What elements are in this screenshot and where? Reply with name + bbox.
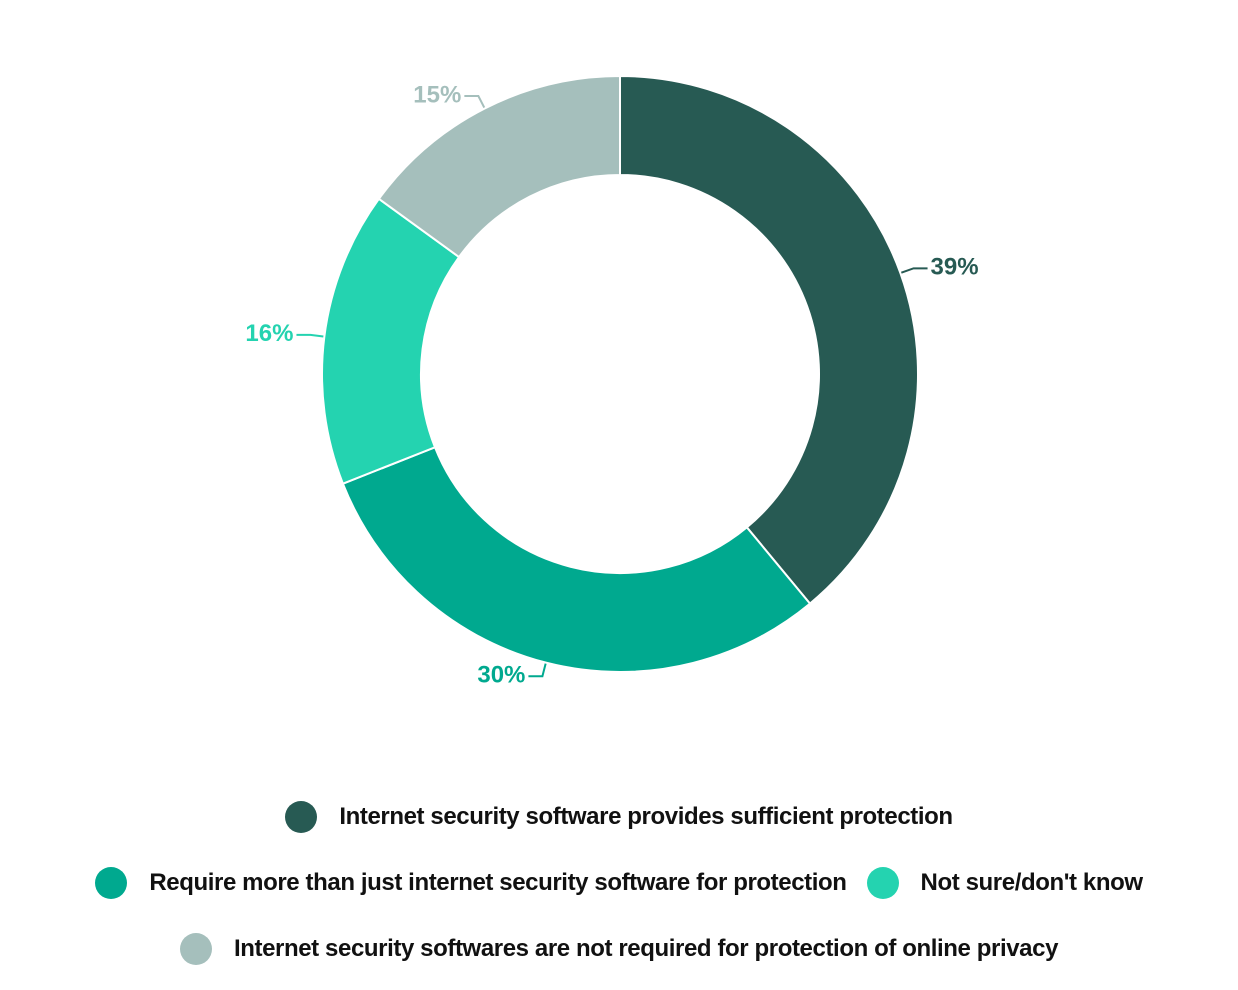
legend-row: Internet security softwares are not requ… xyxy=(0,931,1238,967)
legend-label: Internet security software provides suff… xyxy=(339,803,953,830)
donut-slice-not-required xyxy=(377,74,621,259)
legend-swatch xyxy=(285,801,318,833)
legend-label: Internet security softwares are not requ… xyxy=(233,935,1059,962)
legend-swatch xyxy=(179,933,212,965)
legend-label: Not sure/don't know xyxy=(920,869,1144,896)
legend-swatch xyxy=(866,867,899,899)
legend-item-require-more: Require more than just internet security… xyxy=(95,867,847,899)
donut-slice-require-more xyxy=(341,445,812,673)
leader-line-sufficient-protection xyxy=(900,267,928,274)
data-label-not-required: 15% xyxy=(413,81,461,108)
leader-line-require-more xyxy=(528,663,547,678)
data-label-not-sure: 16% xyxy=(245,320,293,347)
donut-slice-sufficient-protection xyxy=(619,74,919,606)
legend-item-not-required: Internet security softwares are not requ… xyxy=(179,933,1059,965)
legend-item-not-sure: Not sure/don't know xyxy=(866,867,1144,899)
legend-row: Internet security software provides suff… xyxy=(0,799,1238,835)
legend-row: Require more than just internet security… xyxy=(0,865,1238,901)
leader-line-not-sure xyxy=(296,333,324,338)
data-label-sufficient-protection: 39% xyxy=(931,254,979,281)
legend-label: Require more than just internet security… xyxy=(149,869,847,896)
legend-item-sufficient-protection: Internet security software provides suff… xyxy=(285,801,953,833)
data-label-require-more: 30% xyxy=(477,662,525,689)
leader-line-not-required xyxy=(464,95,486,109)
legend-swatch xyxy=(95,867,128,899)
